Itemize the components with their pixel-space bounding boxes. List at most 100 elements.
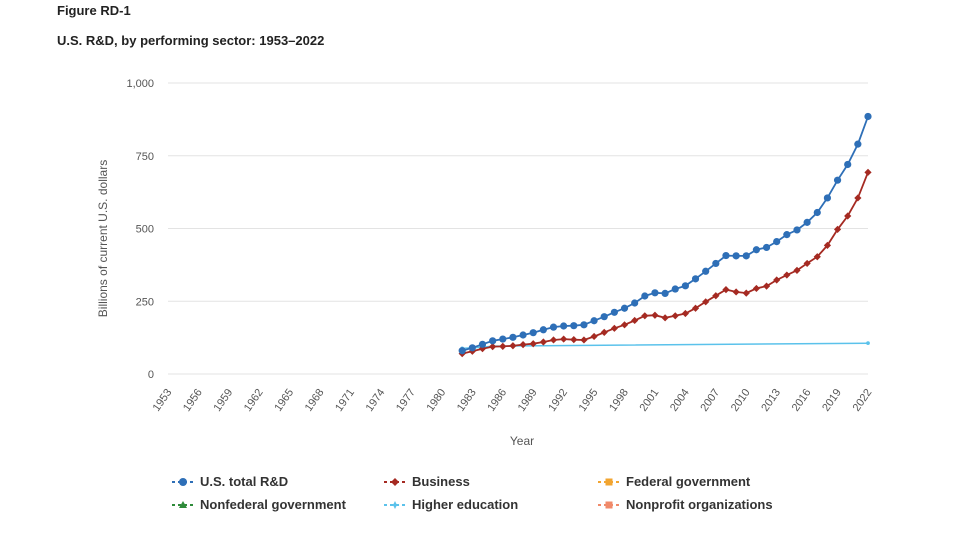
business-point <box>631 316 639 325</box>
u-s-total-r-d-point <box>783 231 791 239</box>
legend-circle-icon <box>172 477 194 486</box>
business-point <box>610 324 618 332</box>
legend-item-federal-government: Federal government <box>598 474 750 489</box>
x-tick-label: 2010 <box>729 387 753 414</box>
business-point <box>519 341 527 349</box>
u-s-total-r-d-point <box>580 321 588 329</box>
u-s-total-r-d-point <box>742 252 750 260</box>
u-s-total-r-d-point <box>844 160 852 169</box>
business-point <box>833 225 842 233</box>
legend-item-nonfederal-government: Nonfederal government <box>172 497 346 512</box>
y-tick-label: 250 <box>136 296 154 308</box>
u-s-total-r-d-point <box>864 112 872 121</box>
x-tick-label: 1968 <box>303 387 327 414</box>
u-s-total-r-d-point <box>509 333 517 341</box>
legend-label: Federal government <box>626 474 751 489</box>
u-s-total-r-d-point <box>529 329 537 337</box>
legend-label: Nonfederal government <box>200 497 346 512</box>
business-point <box>590 332 598 341</box>
x-tick-label: 1962 <box>242 387 266 414</box>
u-s-total-r-d-point <box>499 335 507 343</box>
business-point <box>641 312 649 320</box>
x-tick-label: 1974 <box>364 387 388 414</box>
business-point <box>570 336 578 344</box>
x-tick-label: 1977 <box>394 387 418 414</box>
u-s-total-r-d-point <box>702 267 710 275</box>
legend-item-business: Business <box>384 474 470 489</box>
x-tick-label: 1986 <box>485 387 509 414</box>
business-point <box>844 212 852 220</box>
x-tick-label: 1980 <box>424 387 448 414</box>
business-point <box>803 259 811 268</box>
business-point <box>661 314 669 322</box>
business-point <box>681 309 689 318</box>
x-tick-label: 2004 <box>668 387 692 414</box>
y-tick-label: 500 <box>136 224 154 236</box>
u-s-total-r-d-point <box>610 308 618 316</box>
legend-label: Nonprofit organizations <box>626 497 773 512</box>
legend-star-icon <box>384 500 406 509</box>
x-tick-label: 1992 <box>546 387 570 414</box>
legend-label: Business <box>412 474 470 489</box>
u-s-total-r-d-point <box>631 299 639 307</box>
u-s-total-r-d-point <box>570 322 578 330</box>
x-tick-label: 1956 <box>181 387 205 414</box>
x-tick-label: 2016 <box>790 387 814 414</box>
business-point <box>509 342 517 350</box>
y-tick-label: 1,000 <box>126 78 154 90</box>
business-point <box>854 194 862 202</box>
business-point <box>489 343 497 351</box>
legend-label: Higher education <box>412 497 519 512</box>
u-s-total-r-d-point <box>519 331 527 339</box>
legend-label: U.S. total R&D <box>200 474 289 489</box>
business-point <box>864 168 872 176</box>
u-s-total-r-d-point <box>458 347 466 355</box>
business-point <box>752 284 761 293</box>
higher-education-point <box>866 341 870 346</box>
u-s-total-r-d-point <box>803 218 811 226</box>
business-point <box>722 286 730 294</box>
u-s-total-r-d-point <box>691 275 700 283</box>
business-point <box>600 328 608 336</box>
u-s-total-r-d-point <box>468 344 476 352</box>
business-point <box>773 276 781 284</box>
legend-item-u-s-total-r-d: U.S. total R&D <box>172 474 288 489</box>
x-tick-label: 2013 <box>759 387 783 414</box>
u-s-total-r-d-point <box>539 326 547 334</box>
u-s-total-r-d-point <box>833 176 842 184</box>
x-axis-title: Year <box>510 434 534 448</box>
x-tick-label: 1995 <box>577 387 601 414</box>
u-s-total-r-d-point <box>722 251 730 260</box>
x-tick-label: 1971 <box>333 387 357 414</box>
legend: U.S. total R&D Business Federal government… <box>172 474 872 524</box>
x-tick-label: 1998 <box>607 387 631 414</box>
u-s-total-r-d-point <box>752 246 761 254</box>
business-point <box>783 271 791 279</box>
x-tick-label: 1983 <box>455 387 479 414</box>
business-point <box>823 241 832 249</box>
business-point <box>499 342 507 350</box>
u-s-total-r-d-point <box>489 337 497 345</box>
business-point <box>478 345 487 353</box>
u-s-total-r-d-point <box>549 323 558 331</box>
figure-label: Figure RD-1 <box>57 3 131 18</box>
u-s-total-r-d-point <box>854 140 862 148</box>
u-s-total-r-d-point <box>813 208 821 217</box>
u-s-total-r-d-point <box>478 340 487 348</box>
u-s-total-r-d-point <box>793 226 801 234</box>
business-point <box>762 282 771 290</box>
u-s-total-r-d-point <box>600 313 608 321</box>
business-point <box>671 312 679 320</box>
business-point <box>742 289 750 297</box>
business-point <box>651 311 659 319</box>
business-point <box>549 336 558 344</box>
business-point <box>620 321 629 329</box>
u-s-total-r-d-point <box>681 282 689 290</box>
chart-title: U.S. R&D, by performing sector: 1953–202… <box>57 33 325 48</box>
u-s-total-r-d-point <box>823 194 832 202</box>
x-tick-label: 2001 <box>638 387 662 414</box>
legend-triangle-icon <box>172 500 194 508</box>
business-point <box>691 304 700 312</box>
x-tick-label: 2007 <box>698 387 722 414</box>
x-tick-label: 1953 <box>151 387 175 414</box>
